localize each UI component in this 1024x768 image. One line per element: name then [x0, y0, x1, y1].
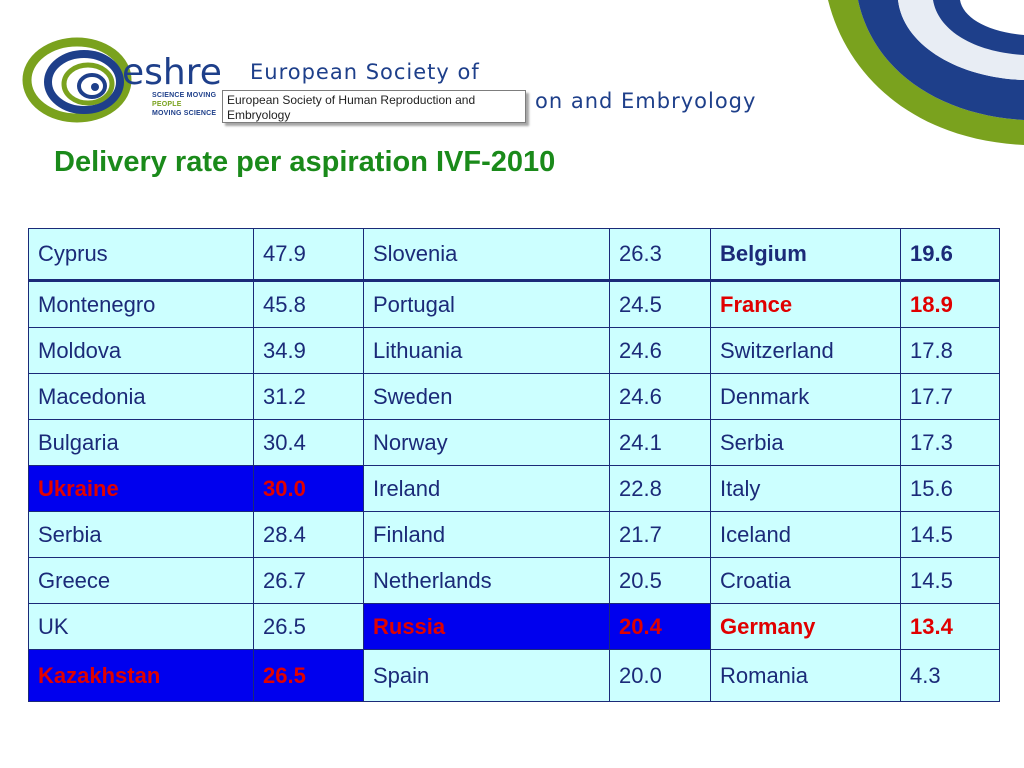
rate-cell: 13.4 — [900, 603, 1000, 650]
rate-cell: 19.6 — [900, 228, 1000, 282]
org-name-line-2: on and Embryology — [535, 89, 757, 113]
rate-cell: 17.3 — [900, 419, 1000, 466]
rate-cell: 24.1 — [609, 419, 711, 466]
country-cell: Romania — [710, 649, 901, 702]
table-row: Greece 26.7 Netherlands 20.5 Croatia 14.5 — [28, 557, 1000, 604]
table-row: Macedonia 31.2 Sweden 24.6 Denmark 17.7 — [28, 373, 1000, 420]
rate-cell: 21.7 — [609, 511, 711, 558]
rate-cell: 17.8 — [900, 327, 1000, 374]
org-name-line-1: European Society of — [250, 60, 480, 84]
table-row: Moldova 34.9 Lithuania 24.6 Switzerland 17.8 — [28, 327, 1000, 374]
table-row: Montenegro 45.8 Portugal 24.5 France 18.9 — [28, 280, 1000, 328]
country-cell: Moldova — [28, 327, 254, 374]
country-cell: Netherlands — [363, 557, 610, 604]
country-cell: Ireland — [363, 465, 610, 512]
logo-tooltip: European Society of Human Reproduction a… — [222, 90, 526, 123]
country-cell: Finland — [363, 511, 610, 558]
slide-title: Delivery rate per aspiration IVF-2010 — [54, 146, 556, 178]
country-cell: UK — [28, 603, 254, 650]
country-cell: France — [710, 280, 901, 328]
eshre-swirl-icon — [22, 37, 132, 123]
country-cell: Slovenia — [363, 228, 610, 282]
country-cell: Kazakhstan — [28, 649, 254, 702]
rate-cell: 34.9 — [253, 327, 364, 374]
rate-cell: 14.5 — [900, 557, 1000, 604]
table-row: Bulgaria 30.4 Norway 24.1 Serbia 17.3 — [28, 419, 1000, 466]
country-cell: Iceland — [710, 511, 901, 558]
logo-tagline-3: MOVING SCIENCE — [152, 110, 217, 117]
table-row: Serbia 28.4 Finland 21.7 Iceland 14.5 — [28, 511, 1000, 558]
logo-wordmark: eshre — [122, 52, 222, 93]
rate-cell: 18.9 — [900, 280, 1000, 328]
table-row: Ukraine 30.0 Ireland 22.8 Italy 15.6 — [28, 465, 1000, 512]
country-cell: Lithuania — [363, 327, 610, 374]
rate-cell: 30.0 — [253, 465, 364, 512]
rate-cell: 26.7 — [253, 557, 364, 604]
rate-cell: 26.5 — [253, 603, 364, 650]
country-cell: Russia — [363, 603, 610, 650]
eshre-logo: eshre SCIENCE MOVING PEOPLE MOVING SCIEN… — [22, 30, 252, 125]
rate-cell: 26.3 — [609, 228, 711, 282]
rate-cell: 47.9 — [253, 228, 364, 282]
rate-cell: 20.4 — [609, 603, 711, 650]
country-cell: Germany — [710, 603, 901, 650]
rate-cell: 17.7 — [900, 373, 1000, 420]
country-cell: Sweden — [363, 373, 610, 420]
logo-tagline-2: PEOPLE — [152, 101, 182, 108]
country-cell: Switzerland — [710, 327, 901, 374]
country-cell: Greece — [28, 557, 254, 604]
country-cell: Ukraine — [28, 465, 254, 512]
rate-cell: 20.5 — [609, 557, 711, 604]
rate-cell: 4.3 — [900, 649, 1000, 702]
country-cell: Italy — [710, 465, 901, 512]
country-cell: Croatia — [710, 557, 901, 604]
country-cell: Montenegro — [28, 280, 254, 328]
rate-cell: 20.0 — [609, 649, 711, 702]
table-row: Cyprus 47.9 Slovenia 26.3 Belgium 19.6 — [28, 228, 1000, 282]
rate-cell: 45.8 — [253, 280, 364, 328]
rate-cell: 15.6 — [900, 465, 1000, 512]
rate-cell: 26.5 — [253, 649, 364, 702]
rate-cell: 24.5 — [609, 280, 711, 328]
country-cell: Cyprus — [28, 228, 254, 282]
rate-cell: 24.6 — [609, 373, 711, 420]
table-body: Cyprus 47.9 Slovenia 26.3 Belgium 19.6 Montene… — [28, 228, 1000, 702]
country-cell: Portugal — [363, 280, 610, 328]
table-row: Kazakhstan 26.5 Spain 20.0 Romania 4.3 — [28, 649, 1000, 702]
country-cell: Belgium — [710, 228, 901, 282]
table-row: UK 26.5 Russia 20.4 Germany 13.4 — [28, 603, 1000, 650]
rate-cell: 14.5 — [900, 511, 1000, 558]
rate-cell: 22.8 — [609, 465, 711, 512]
rate-cell: 30.4 — [253, 419, 364, 466]
corner-swoosh-decoration — [828, 0, 1024, 145]
country-cell: Norway — [363, 419, 610, 466]
country-cell: Bulgaria — [28, 419, 254, 466]
rate-cell: 31.2 — [253, 373, 364, 420]
country-cell: Spain — [363, 649, 610, 702]
country-cell: Denmark — [710, 373, 901, 420]
country-cell: Macedonia — [28, 373, 254, 420]
country-cell: Serbia — [28, 511, 254, 558]
delivery-rate-table: Cyprus 47.9 Slovenia 26.3 Belgium 19.6 Montene… — [28, 228, 1000, 702]
rate-cell: 28.4 — [253, 511, 364, 558]
logo-tagline-1: SCIENCE MOVING — [152, 92, 217, 99]
rate-cell: 24.6 — [609, 327, 711, 374]
country-cell: Serbia — [710, 419, 901, 466]
